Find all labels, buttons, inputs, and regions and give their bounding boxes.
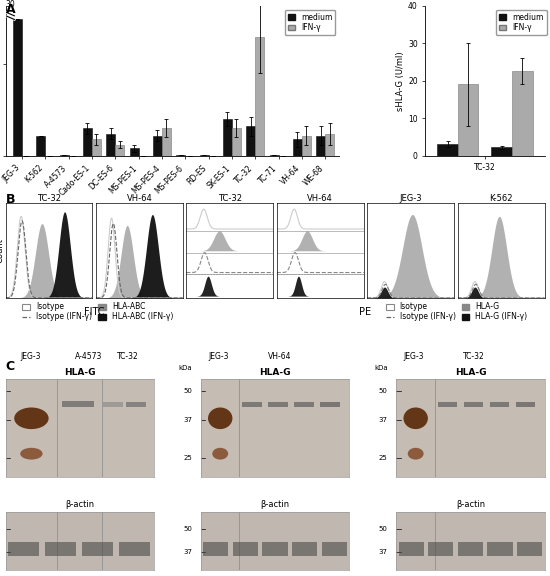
- Bar: [516, 401, 535, 407]
- Bar: [491, 147, 512, 156]
- Bar: [399, 542, 424, 556]
- Bar: [268, 401, 288, 407]
- Bar: [130, 149, 139, 156]
- Title: VH-64: VH-64: [126, 194, 152, 203]
- Text: β-actin: β-actin: [65, 500, 94, 509]
- Text: PE: PE: [359, 306, 371, 317]
- Ellipse shape: [212, 448, 228, 460]
- Bar: [294, 401, 313, 407]
- Bar: [325, 134, 334, 156]
- Text: TC-32: TC-32: [463, 353, 485, 361]
- Ellipse shape: [208, 407, 233, 429]
- Ellipse shape: [20, 448, 42, 460]
- Bar: [255, 37, 264, 156]
- Bar: [106, 134, 115, 156]
- Text: 25: 25: [183, 454, 192, 461]
- Bar: [223, 119, 232, 156]
- Bar: [316, 135, 325, 156]
- Text: JEG-3: JEG-3: [404, 353, 425, 361]
- Bar: [83, 128, 92, 156]
- Bar: [200, 155, 208, 156]
- Bar: [517, 542, 542, 556]
- Text: 37: 37: [183, 549, 192, 555]
- Bar: [302, 135, 311, 156]
- Text: B: B: [6, 193, 15, 206]
- Bar: [292, 542, 317, 556]
- Legend: Isotype, Isotype (IFN-γ), HLA-G, HLA-G (IFN-γ): Isotype, Isotype (IFN-γ), HLA-G, HLA-G (…: [383, 300, 530, 324]
- Legend: medium, IFN-γ: medium, IFN-γ: [285, 10, 336, 35]
- Text: 50: 50: [378, 526, 388, 532]
- Text: JEG-3: JEG-3: [208, 353, 229, 361]
- Bar: [512, 71, 532, 156]
- Text: VH-64: VH-64: [268, 353, 291, 361]
- Bar: [438, 401, 457, 407]
- Text: HLA-G: HLA-G: [64, 368, 95, 377]
- Bar: [270, 155, 278, 156]
- Bar: [232, 128, 241, 156]
- Bar: [82, 542, 113, 556]
- Text: A-4573: A-4573: [75, 353, 102, 361]
- Bar: [458, 542, 483, 556]
- Bar: [119, 542, 150, 556]
- Bar: [487, 542, 513, 556]
- Bar: [262, 542, 288, 556]
- Bar: [92, 139, 101, 156]
- Bar: [62, 401, 95, 407]
- Ellipse shape: [404, 407, 428, 429]
- Title: TC-32: TC-32: [37, 194, 61, 203]
- Bar: [320, 401, 339, 407]
- Ellipse shape: [408, 448, 424, 460]
- Text: 50: 50: [183, 388, 192, 394]
- Y-axis label: Count: Count: [0, 238, 4, 263]
- Bar: [243, 401, 262, 407]
- Bar: [162, 128, 170, 156]
- Text: kDa: kDa: [374, 365, 388, 371]
- Bar: [233, 542, 258, 556]
- Text: 50: 50: [183, 526, 192, 532]
- Text: β-actin: β-actin: [261, 500, 289, 509]
- Text: kDa: kDa: [178, 365, 192, 371]
- Legend: medium, IFN-γ: medium, IFN-γ: [496, 10, 547, 35]
- Title: K-562: K-562: [490, 194, 513, 203]
- Bar: [490, 401, 509, 407]
- Bar: [458, 85, 478, 156]
- Bar: [322, 542, 347, 556]
- Bar: [293, 139, 302, 156]
- Text: 37: 37: [183, 417, 192, 423]
- Bar: [177, 155, 185, 156]
- Ellipse shape: [14, 407, 48, 429]
- Y-axis label: sHLA-G (U/ml): sHLA-G (U/ml): [396, 51, 405, 111]
- Bar: [153, 135, 162, 156]
- Text: A: A: [6, 3, 15, 16]
- Title: VH-64: VH-64: [307, 194, 333, 203]
- Bar: [203, 542, 228, 556]
- Bar: [437, 145, 458, 156]
- Text: 37: 37: [378, 549, 388, 555]
- Text: TC-32: TC-32: [117, 353, 138, 361]
- Title: TC-32: TC-32: [218, 194, 242, 203]
- Text: HLA-G: HLA-G: [455, 368, 486, 377]
- Title: JEG-3: JEG-3: [399, 194, 422, 203]
- Bar: [59, 155, 69, 156]
- Text: 50: 50: [378, 388, 388, 394]
- Text: HLA-G: HLA-G: [259, 368, 291, 377]
- Bar: [36, 135, 45, 156]
- Text: C: C: [6, 360, 15, 373]
- Text: β-actin: β-actin: [456, 500, 485, 509]
- Bar: [45, 542, 76, 556]
- Bar: [13, 18, 22, 156]
- Text: FITC: FITC: [84, 306, 104, 317]
- Bar: [246, 126, 255, 156]
- Text: 37: 37: [378, 417, 388, 423]
- Bar: [115, 145, 124, 156]
- Bar: [464, 401, 483, 407]
- Bar: [103, 401, 123, 407]
- Text: 30: 30: [6, 0, 15, 9]
- Bar: [8, 542, 39, 556]
- Bar: [126, 401, 146, 407]
- Text: 25: 25: [379, 454, 388, 461]
- Bar: [428, 542, 453, 556]
- Text: JEG-3: JEG-3: [20, 353, 41, 361]
